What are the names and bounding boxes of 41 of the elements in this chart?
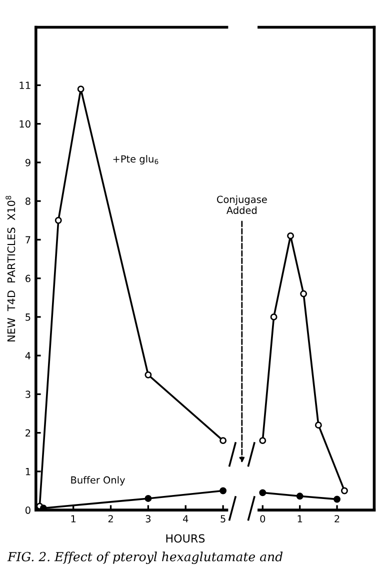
- point: [296, 492, 304, 500]
- point: [220, 487, 227, 494]
- y-tick-label: 4: [25, 352, 31, 360]
- y-tick-label: 6: [26, 274, 30, 282]
- y-tick-label: 5: [26, 314, 30, 321]
- x-tick-label: 2: [334, 515, 340, 522]
- point: [270, 313, 278, 320]
- x-tick-label: 1: [298, 515, 302, 522]
- point: [287, 232, 294, 240]
- x-tick-label: 1: [71, 515, 76, 522]
- y-tick-label: 11: [20, 82, 30, 89]
- point: [259, 489, 266, 496]
- point: [144, 495, 152, 502]
- x-tick-label: 5: [220, 515, 226, 522]
- point: [314, 422, 322, 429]
- series-label: Buffer Only: [71, 476, 125, 486]
- series-label: +Pte glu$_{6}$: [113, 155, 158, 164]
- annotation: Conjugase Added: [216, 196, 267, 214]
- x-axis-title: HOURS: [166, 534, 205, 543]
- x-tick-label: 3: [146, 515, 151, 522]
- y-tick-label: 9: [25, 158, 30, 166]
- y-tick-label: 1: [26, 468, 30, 476]
- y-axis-title: NEW T4D PARTICLES X10$^{8}$: [6, 196, 16, 342]
- y-tick-label: 7: [26, 236, 30, 244]
- y-tick-label: 10: [20, 120, 30, 128]
- point: [334, 496, 340, 503]
- y-tick-label: 0: [26, 506, 30, 514]
- point: [144, 371, 152, 378]
- point: [259, 437, 266, 444]
- x-tick-label: 4: [183, 515, 188, 522]
- y-tick-label: 2: [26, 429, 30, 437]
- point: [300, 290, 308, 298]
- point: [340, 487, 348, 494]
- caption: FIG. 2. Effect of pteroyl hexaglutamate and: [7, 552, 283, 564]
- y-tick-label: 8: [26, 198, 30, 205]
- x-tick-label: 2: [108, 515, 113, 522]
- x-tick-label: 0: [260, 515, 266, 522]
- y-tick-label: 3: [26, 390, 30, 398]
- point: [220, 437, 227, 444]
- point: [54, 216, 62, 224]
- point: [77, 86, 84, 93]
